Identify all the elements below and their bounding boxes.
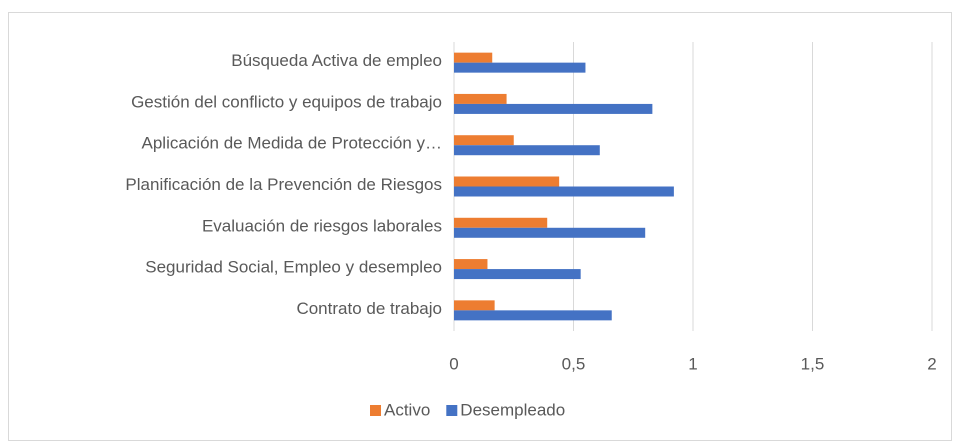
bar	[454, 103, 653, 114]
y-tick-label: Planificación de la Prevención de Riesgo…	[125, 175, 442, 194]
y-tick-label: Aplicación de Medida de Protección y…	[142, 134, 443, 153]
bar	[454, 93, 507, 104]
x-tick-label: 1	[688, 354, 697, 373]
bar	[454, 310, 612, 321]
x-tick-label: 0	[449, 354, 458, 373]
legend-swatch	[446, 405, 458, 416]
bar	[454, 217, 548, 228]
bar	[454, 135, 514, 146]
legend-label: Desempleado	[460, 400, 565, 419]
y-tick-label: Contrato de trabajo	[296, 299, 442, 318]
x-tick-label: 0,5	[562, 354, 586, 373]
bar	[454, 52, 493, 63]
bar	[454, 300, 495, 311]
x-tick-label: 2	[927, 354, 936, 373]
y-tick-label: Seguridad Social, Empleo y desempleo	[145, 258, 442, 277]
bar	[454, 259, 488, 270]
bar	[454, 62, 586, 73]
bar	[454, 227, 646, 238]
y-tick-label: Búsqueda Activa de empleo	[231, 51, 442, 70]
x-tick-label: 1,5	[801, 354, 825, 373]
legend-swatch	[370, 405, 381, 416]
bar	[454, 176, 560, 187]
bar	[454, 186, 674, 197]
bar	[454, 269, 581, 280]
y-tick-label: Gestión del conflicto y equipos de traba…	[131, 92, 442, 111]
legend-label: Activo	[384, 400, 430, 419]
y-tick-label: Evaluación de riesgos laborales	[202, 216, 442, 235]
bar	[454, 145, 600, 156]
